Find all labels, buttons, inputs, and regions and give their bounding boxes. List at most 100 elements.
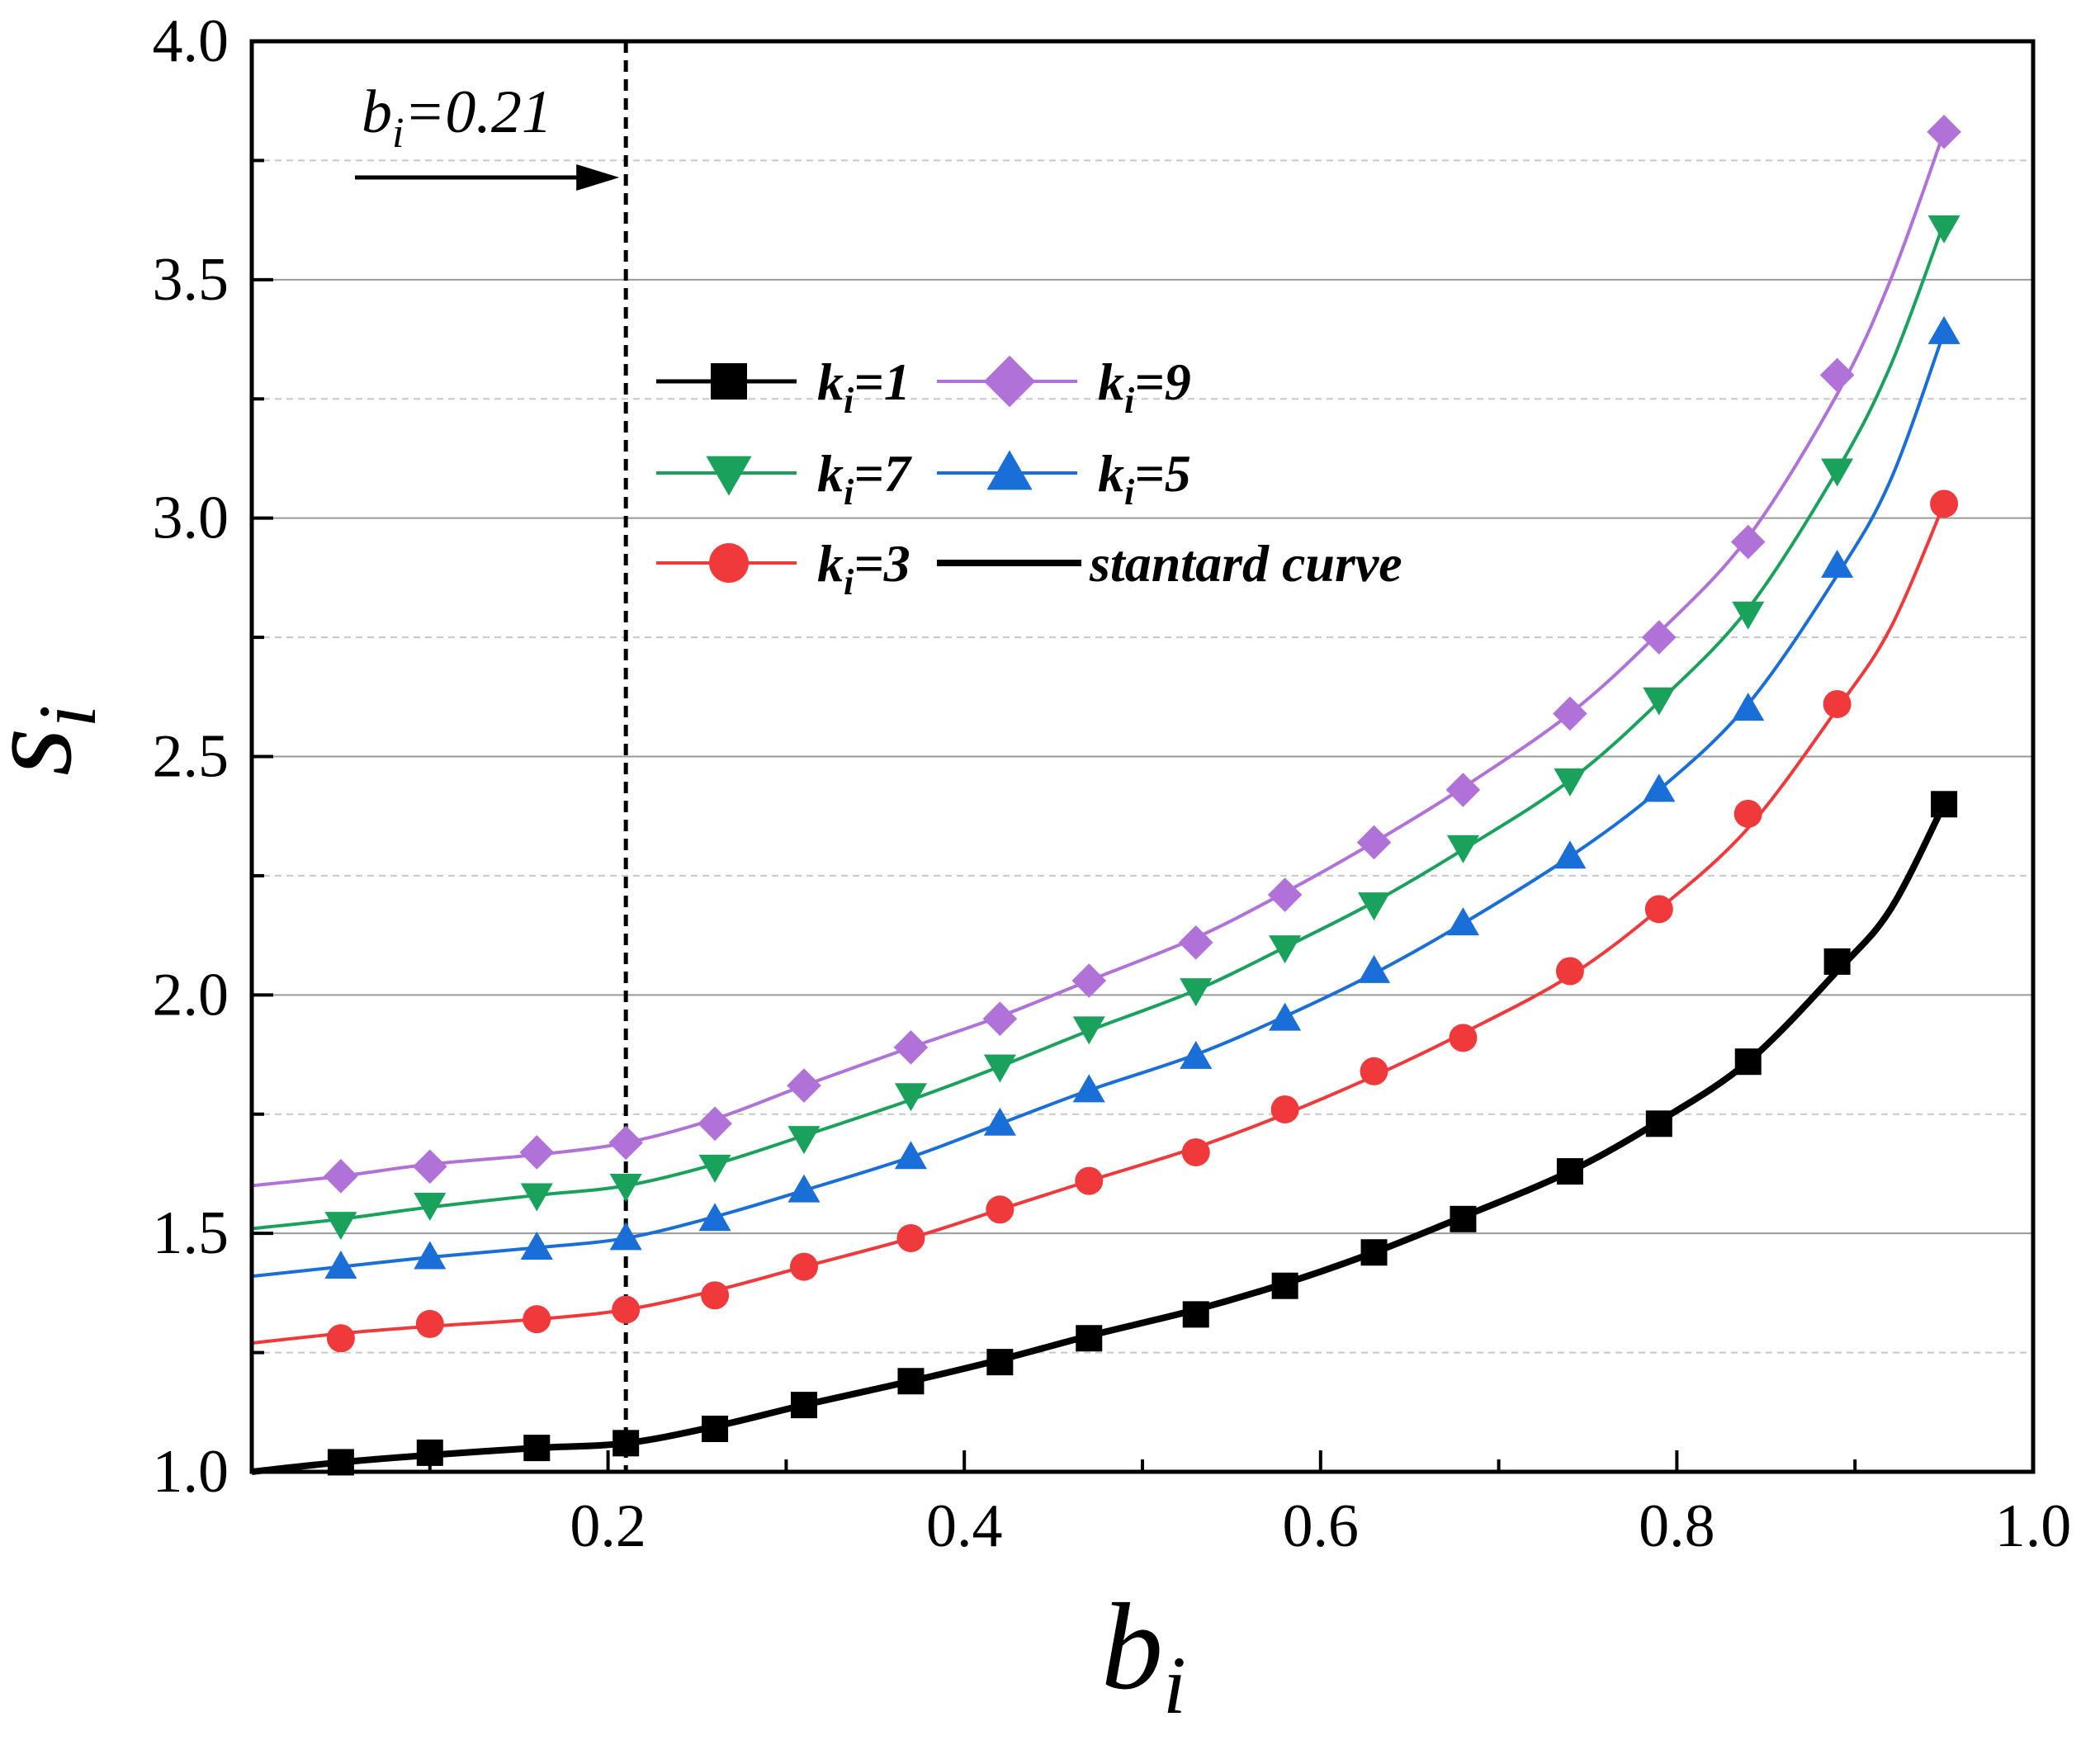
data-point-series-3 (1927, 215, 1960, 244)
data-point-series-3 (1180, 978, 1213, 1007)
series-curves (251, 131, 1947, 1475)
y-axis-title-sub: i (21, 705, 113, 728)
y-tick-label: 1.0 (153, 1438, 229, 1506)
data-point-series-4 (608, 1125, 643, 1161)
data-point-series-4 (1356, 825, 1392, 860)
data-point-series-3 (698, 1154, 731, 1183)
legend-marker-3 (706, 456, 752, 496)
data-point-series-2 (414, 1241, 447, 1270)
legend-label-3: ki=7 (817, 444, 913, 513)
x-tick-label: 0.2 (570, 1492, 646, 1560)
data-point-series-1 (1360, 1057, 1388, 1085)
data-point-series-1 (415, 1309, 444, 1338)
data-point-series-4 (1267, 877, 1303, 912)
data-point-series-1 (1270, 1095, 1299, 1123)
data-point-series-2 (1821, 549, 1854, 578)
annotation-text: bi=0.21 (362, 78, 552, 157)
data-point-series-2 (1732, 693, 1765, 721)
data-point-series-4 (1553, 696, 1587, 731)
data-point-series-2 (609, 1222, 642, 1251)
data-point-series-2 (787, 1174, 821, 1203)
data-point-series-0 (702, 1416, 729, 1443)
data-point-series-3 (1643, 687, 1676, 716)
tick-labels: 0.2 0.4 0.6 0.8 1.0 1.0 1.5 2.0 2.5 3.0 3.5 4.0 (153, 7, 2072, 1560)
data-point-series-3 (1732, 601, 1765, 630)
legend-label-0: ki=1 (817, 352, 910, 421)
data-point-series-4 (698, 1106, 732, 1142)
x-tick-label: 1.0 (1995, 1492, 2072, 1560)
data-point-series-1 (1733, 799, 1762, 828)
data-point-series-2 (1269, 1002, 1302, 1031)
data-point-series-4 (1445, 773, 1481, 807)
legend-label-standard: stantard curve (1089, 534, 1402, 593)
data-point-series-0 (1076, 1325, 1103, 1352)
x-tick-label: 0.6 (1283, 1492, 1360, 1560)
data-point-series-0 (1645, 1110, 1672, 1137)
legend-label-2: ki=5 (1098, 444, 1191, 513)
data-point-series-0 (1271, 1272, 1298, 1299)
data-point-series-2 (1643, 773, 1676, 802)
data-point-series-3 (894, 1083, 928, 1112)
data-point-series-0 (1182, 1301, 1209, 1328)
data-point-series-2 (520, 1231, 553, 1260)
data-point-series-0 (790, 1392, 817, 1419)
data-point-series-3 (414, 1193, 447, 1222)
data-point-series-1 (326, 1324, 355, 1353)
data-point-series-1 (612, 1295, 641, 1324)
y-tick-label: 3.0 (153, 485, 229, 552)
data-point-series-4 (982, 1001, 1018, 1037)
y-tick-label: 1.5 (153, 1199, 229, 1267)
data-point-series-1 (1823, 689, 1852, 718)
data-point-series-2 (1446, 907, 1479, 936)
data-point-series-3 (983, 1054, 1016, 1083)
data-point-series-2 (1357, 954, 1391, 983)
y-axis-title: si (0, 705, 113, 776)
x-axis-title-sub: i (1163, 1639, 1186, 1731)
data-point-series-0 (612, 1430, 640, 1457)
data-point-series-1 (1930, 489, 1959, 518)
x-axis-title-main: b (1101, 1578, 1163, 1715)
data-point-series-4 (413, 1149, 447, 1185)
data-point-series-4 (519, 1135, 555, 1170)
legend-label-1: ki=3 (817, 534, 910, 603)
series-markers (324, 114, 1961, 1476)
data-point-series-0 (1734, 1048, 1762, 1076)
data-point-series-2 (983, 1107, 1016, 1136)
data-point-series-1 (701, 1281, 730, 1310)
data-point-series-0 (897, 1368, 925, 1395)
legend-label-4: ki=9 (1098, 352, 1191, 421)
data-point-series-4 (1178, 925, 1213, 960)
data-point-series-4 (787, 1068, 821, 1103)
data-point-series-3 (1446, 835, 1479, 863)
y-tick-label: 2.0 (153, 961, 229, 1029)
data-point-series-0 (986, 1349, 1014, 1376)
data-point-series-2 (894, 1141, 928, 1170)
data-point-series-4 (1642, 620, 1677, 655)
data-point-series-2 (698, 1203, 731, 1232)
data-point-series-0 (1450, 1205, 1477, 1232)
legend-marker-2 (986, 450, 1033, 490)
data-point-series-1 (986, 1195, 1014, 1224)
data-point-series-0 (523, 1435, 551, 1462)
data-point-series-0 (1931, 791, 1958, 818)
data-point-series-2 (324, 1251, 357, 1279)
data-point-series-4 (893, 1030, 929, 1065)
data-point-series-2 (1554, 840, 1587, 869)
data-point-series-3 (1072, 1016, 1105, 1045)
data-point-series-2 (1927, 315, 1960, 344)
data-point-series-0 (1823, 948, 1851, 975)
legend: ki=1 ki=9 ki=7 ki=5 ki=3 stantard curve (656, 352, 1402, 603)
x-axis-title: bi (1101, 1578, 1186, 1731)
data-point-series-0 (1360, 1239, 1388, 1266)
data-point-series-3 (1357, 892, 1391, 921)
data-point-series-0 (1556, 1158, 1583, 1185)
data-point-series-4 (1819, 357, 1855, 393)
legend-marker-4 (983, 355, 1036, 408)
data-point-series-3 (787, 1126, 821, 1155)
data-point-series-1 (1555, 957, 1584, 986)
y-axis-title-main: s (0, 728, 97, 776)
series-line-0 (251, 802, 1947, 1475)
x-tick-label: 0.4 (926, 1492, 1003, 1560)
y-tick-label: 4.0 (153, 7, 229, 75)
